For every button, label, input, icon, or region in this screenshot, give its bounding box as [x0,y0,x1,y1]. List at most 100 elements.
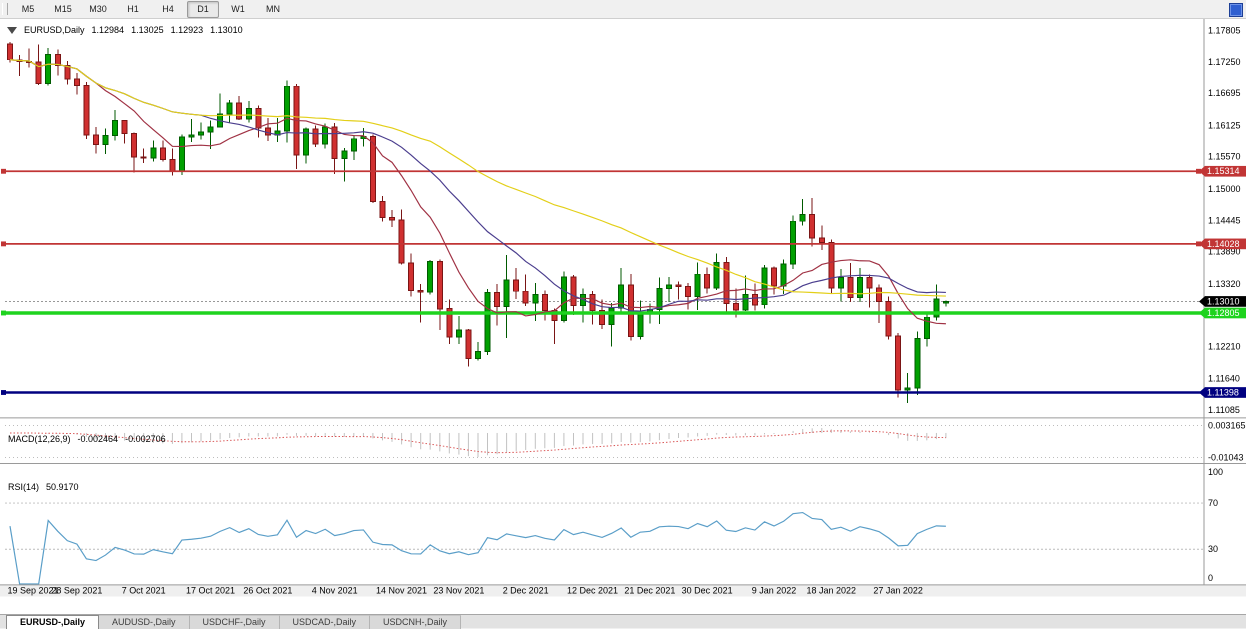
candle-body [522,290,529,304]
candle-body [398,219,405,264]
candle-body [513,279,520,292]
candle-body [264,127,271,136]
rsi-scale-label: 30 [1208,544,1218,554]
timeframe-button-m30[interactable]: M30 [89,3,107,14]
rsi-title: RSI(14) [8,482,40,492]
macd-title: MACD(12,26,9) [8,434,71,444]
candle-body [809,213,816,239]
candle-body [942,300,949,304]
price-box-label: 1.14028 [1207,239,1240,249]
candle-body [780,263,787,287]
overlay-ma-fast [9,59,946,325]
timeframe-button-h1[interactable]: H1 [127,3,139,14]
candle-body [723,261,730,305]
timeframe-button-d1[interactable]: D1 [187,0,219,18]
candle-body [284,85,290,132]
candle-body [465,329,472,359]
y-axis-label: 1.14445 [1208,215,1241,225]
candle-body [140,156,147,159]
chart-tab-usdcnh[interactable]: USDCNH-,Daily [370,615,462,629]
candle-body [742,294,749,311]
level-line-left-handle[interactable] [1,390,6,395]
candle-body [455,329,462,338]
candle-body [541,294,548,311]
candle-body [83,85,90,136]
rsi-scale-label: 0 [1208,573,1213,583]
macd-panel [5,425,1204,459]
toolbar-grip[interactable] [2,3,8,15]
level-line-right-handle[interactable] [1196,168,1201,174]
price-box [1205,387,1246,398]
candle-body [704,273,711,289]
timeframe-button-h4[interactable]: H4 [162,3,174,14]
chart-tab-audusd[interactable]: AUDUSD-,Daily [99,615,190,629]
macd-signal-value: -0.002706 [125,434,166,444]
chart-tab-eurusd[interactable]: EURUSD-,Daily [6,615,100,629]
price-box-label: 1.15314 [1207,166,1240,176]
candle-body [904,387,911,391]
candle-body [484,291,491,353]
candle-body [303,128,310,156]
chart-tab-usdchf[interactable]: USDCHF-,Daily [189,615,280,629]
price-box [1205,307,1246,319]
x-axis-label: 18 Jan 2022 [807,586,857,596]
macd-scale-label: -0.01043 [1208,453,1244,463]
rsi-line [9,511,946,585]
chart-tab-usdcad[interactable]: USDCAD-,Daily [279,615,371,629]
candle-body [131,133,138,158]
ma-overlays [9,59,946,325]
candle-body [73,78,80,87]
candle-body [322,126,329,145]
x-axis-label: 12 Dec 2021 [567,586,618,596]
candle-body [914,338,921,389]
x-axis-label: 7 Oct 2021 [122,586,166,596]
ohlc-low: 1.12923 [170,25,204,35]
x-axis-label: 17 Oct 2021 [186,586,235,596]
horizontal-level-lines[interactable] [1,168,1204,395]
candle-body [503,279,510,307]
candle-body [713,261,720,289]
candle-body [732,303,739,311]
timeframe-button-w1[interactable]: W1 [231,3,245,14]
candle-body [923,316,930,340]
candle-body [494,291,501,307]
candle-body [818,237,825,244]
price-box [1205,296,1246,307]
candle-body [341,150,348,160]
ohlc-close: 1.13010 [210,25,243,35]
candle-body [761,267,768,306]
level-line-left-handle[interactable] [1,241,6,247]
level-line-right-handle[interactable] [1196,241,1201,247]
overlay-ma-slow [9,59,946,297]
candle-body [828,242,835,289]
chart-symbol-period: EURUSD,Daily [24,25,85,35]
chart-shift-marker-icon[interactable] [7,26,17,34]
level-line-left-handle[interactable] [1,310,6,316]
candle-body [207,126,214,133]
chart-canvas[interactable]: 1.17805 1.17250 1.16695 1.16125 1.15570 1.150… [0,18,1246,614]
rsi-scale-label: 100 [1208,467,1223,477]
candle-body [159,147,166,161]
y-axis-label: 1.16125 [1208,121,1241,131]
chart-region: 1.17805 1.17250 1.16695 1.16125 1.15570 1.150… [0,18,1246,614]
toolbar-dock-icon[interactable] [1229,3,1243,17]
candle-body [608,307,615,326]
candle-body [7,43,13,61]
price-box [1205,165,1246,177]
x-axis-label: 30 Dec 2021 [682,586,733,596]
candle-body [408,262,415,292]
timeframe-toolbar: M5 M15 M30 H1 H4 D1 W1 MN [0,0,1246,19]
timeframe-button-mn[interactable]: MN [266,3,280,14]
timeframe-button-m5[interactable]: M5 [21,3,35,14]
chart-info-line: EURUSD,Daily 1.12984 1.13025 1.12923 1.1… [7,25,243,35]
candle-body [312,128,319,145]
x-axis-label: 26 Oct 2021 [243,586,292,596]
level-line-left-handle[interactable] [1,168,6,174]
rsi-panel [5,502,1204,585]
candle-body [188,134,195,138]
timeframe-button-m15[interactable]: M15 [54,3,72,14]
candle-body [45,54,52,84]
candle-body [685,286,692,297]
candle-body [226,102,233,115]
